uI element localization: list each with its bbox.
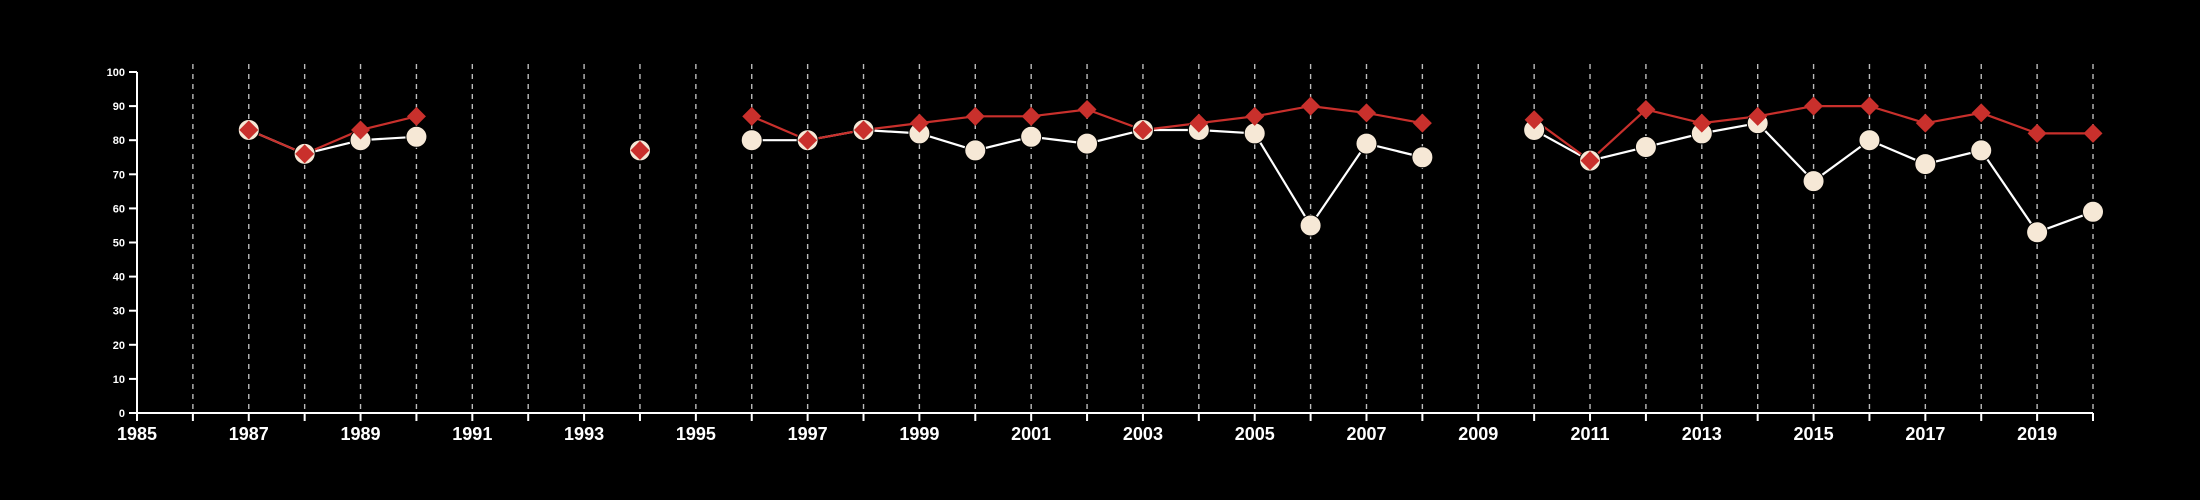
diamond-point-2000 [965, 106, 985, 126]
y-tick-label-70: 70 [113, 169, 125, 181]
diamond-point-2016 [1859, 96, 1879, 116]
x-tick-label-2013: 2013 [1682, 424, 1722, 444]
diamond-point-1988 [295, 144, 315, 164]
diamond-point-2003 [1133, 120, 1153, 140]
y-tick-label-20: 20 [113, 340, 125, 352]
circle-point-2019 [2026, 221, 2049, 244]
diamond-point-1996 [742, 106, 762, 126]
y-tick-label-0: 0 [119, 408, 125, 420]
diamond-point-2008 [1412, 113, 1432, 133]
series-layer [237, 96, 2104, 244]
x-tick-label-1995: 1995 [676, 424, 716, 444]
x-tick-label-2019: 2019 [2017, 424, 2057, 444]
circle-point-2001 [1020, 125, 1043, 148]
diamond-point-1998 [854, 120, 874, 140]
x-tick-label-1991: 1991 [452, 424, 492, 444]
circle-point-2007 [1355, 132, 1378, 155]
y-tick-label-40: 40 [113, 272, 125, 284]
circle-point-2015 [1802, 170, 1825, 193]
y-tick-label-30: 30 [113, 306, 125, 318]
diamond-point-1999 [909, 113, 929, 133]
axes-layer: 0 10 20 30 40 50 60 70 80 90 100 1985 1987 1989 1991 19… [107, 67, 2094, 444]
diamond-point-2015 [1804, 96, 1824, 116]
circle-point-2000 [964, 139, 987, 162]
x-tick-label-2009: 2009 [1458, 424, 1498, 444]
x-tick-label-2017: 2017 [1905, 424, 1945, 444]
grid-layer [192, 64, 2094, 413]
y-tick-label-60: 60 [113, 203, 125, 215]
x-tick-label-1989: 1989 [341, 424, 381, 444]
diamond-point-2005 [1245, 106, 1265, 126]
y-tick-label-80: 80 [113, 135, 125, 147]
x-tick-label-2015: 2015 [1794, 424, 1834, 444]
circle-point-2006 [1299, 214, 1322, 237]
circle-point-2020 [2082, 200, 2104, 223]
circle-point-1996 [740, 129, 763, 152]
x-tick-label-2003: 2003 [1123, 424, 1163, 444]
x-tick-label-1993: 1993 [564, 424, 604, 444]
circle-point-2005 [1243, 122, 1266, 145]
diamond-point-2019 [2027, 123, 2047, 143]
diamond-point-2001 [1021, 106, 1041, 126]
diamond-point-2018 [1971, 103, 1991, 123]
diamond-point-1994 [630, 140, 650, 160]
x-tick-label-2007: 2007 [1346, 424, 1386, 444]
diamond-point-2012 [1636, 100, 1656, 120]
diamond-point-2017 [1915, 113, 1935, 133]
diamond-point-2010 [1524, 110, 1544, 130]
diamond-point-2007 [1356, 103, 1376, 123]
circle-point-1990 [405, 125, 428, 148]
diamond-point-2013 [1692, 113, 1712, 133]
x-tick-label-2011: 2011 [1570, 424, 1609, 444]
circle-point-2008 [1411, 146, 1434, 169]
diamond-point-1990 [406, 106, 426, 126]
circle-point-2017 [1914, 153, 1937, 176]
circle-point-2002 [1076, 132, 1099, 155]
x-tick-label-1999: 1999 [899, 424, 939, 444]
y-tick-label-50: 50 [113, 238, 125, 250]
diamond-point-2020 [2083, 123, 2103, 143]
diamond-point-1997 [798, 130, 818, 150]
circle-point-2016 [1858, 129, 1881, 152]
diamond-series-line-0 [248, 115, 417, 156]
x-tick-label-1987: 1987 [229, 424, 269, 444]
diamond-point-2004 [1189, 113, 1209, 133]
diamond-point-2002 [1077, 100, 1097, 120]
diamond-point-1987 [239, 120, 259, 140]
x-tick-label-2001: 2001 [1011, 424, 1051, 444]
y-tick-label-90: 90 [113, 101, 125, 113]
diamond-point-1989 [351, 120, 371, 140]
y-tick-label-10: 10 [113, 374, 125, 386]
x-tick-label-1985: 1985 [117, 424, 157, 444]
y-tick-label-100: 100 [107, 67, 125, 79]
circle-point-2018 [1970, 139, 1993, 162]
x-tick-label-2005: 2005 [1235, 424, 1275, 444]
circle-point-2012 [1634, 136, 1657, 159]
diamond-point-2011 [1580, 151, 1600, 171]
diamond-point-2014 [1748, 106, 1768, 126]
x-tick-label-1997: 1997 [788, 424, 828, 444]
diamond-point-2006 [1301, 96, 1321, 116]
